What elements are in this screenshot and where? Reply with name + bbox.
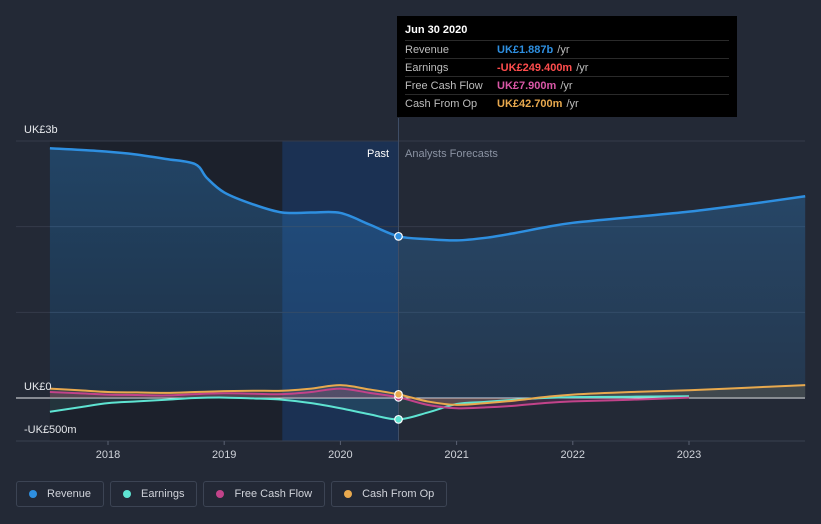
series-lines: [49, 147, 806, 421]
fcf-line: [49, 387, 690, 410]
tooltip-row-value: UK£7.900m: [497, 79, 557, 92]
tooltip-row: Free Cash Flow UK£7.900m/yr: [405, 76, 729, 94]
legend-item-free-cash-flow[interactable]: Free Cash Flow: [203, 481, 326, 507]
revenue-area: [49, 148, 806, 398]
legend-label: Earnings: [141, 488, 185, 500]
tooltip-row: Earnings -UK£249.400m/yr: [405, 58, 729, 76]
legend-label: Cash From Op: [362, 488, 435, 500]
tooltip-row-unit: /yr: [576, 61, 589, 74]
legend-dot-icon: [29, 490, 37, 498]
tooltip-row-unit: /yr: [566, 97, 579, 110]
cfo-line: [49, 384, 806, 406]
revenue-line: [49, 147, 806, 242]
tooltip-row-label: Free Cash Flow: [405, 79, 483, 92]
legend-label: Free Cash Flow: [234, 488, 313, 500]
earnings-point[interactable]: [394, 414, 403, 424]
legend-dot-icon: [216, 490, 225, 498]
tooltip: Jun 30 2020 Revenue UK£1.887b/yr Earnings -…: [397, 16, 737, 117]
x-axis: 2018 2019 2020 2021 2022 2023: [96, 441, 701, 461]
tooltip-row-unit: /yr: [557, 43, 570, 56]
revenue-point[interactable]: [394, 231, 403, 241]
legend-item-earnings[interactable]: Earnings: [110, 481, 198, 507]
legend-dot-icon: [123, 490, 132, 498]
y-label-top: UK£3b: [24, 124, 58, 136]
legend-item-revenue[interactable]: Revenue: [16, 481, 105, 507]
tooltip-row-unit: /yr: [560, 79, 573, 92]
x-tick-label: 2021: [444, 449, 468, 461]
tooltip-row-value: UK£1.887b: [497, 43, 554, 56]
y-label-zero: UK£0: [24, 381, 52, 393]
legend-dot-icon: [344, 490, 353, 498]
earnings-area: [49, 396, 689, 420]
legend: Revenue Earnings Free Cash Flow Cash From O…: [16, 481, 448, 507]
hover-points: [394, 231, 403, 424]
legend-item-cash-from-op[interactable]: Cash From Op: [331, 481, 448, 507]
tooltip-row-label: Cash From Op: [405, 97, 478, 110]
tooltip-row-label: Earnings: [405, 61, 449, 74]
tooltip-row: Cash From Op UK£42.700m/yr: [405, 94, 729, 112]
forecast-label: Analysts Forecasts: [405, 148, 498, 160]
x-tick-label: 2023: [677, 449, 701, 461]
tooltip-row: Revenue UK£1.887b/yr: [405, 40, 729, 58]
x-tick-label: 2020: [328, 449, 352, 461]
x-tick-label: 2018: [96, 449, 120, 461]
tooltip-row-value: -UK£249.400m: [497, 61, 573, 74]
x-tick-label: 2022: [561, 449, 585, 461]
series-areas: [49, 148, 806, 420]
tooltip-row-label: Revenue: [405, 43, 450, 56]
legend-label: Revenue: [47, 488, 92, 500]
past-label: Past: [367, 148, 389, 160]
x-tick-label: 2019: [212, 449, 236, 461]
tooltip-date: Jun 30 2020: [405, 24, 468, 36]
cfo-point[interactable]: [394, 389, 403, 399]
tooltip-row-value: UK£42.700m: [497, 97, 563, 110]
y-label-bottom: -UK£500m: [24, 424, 77, 436]
